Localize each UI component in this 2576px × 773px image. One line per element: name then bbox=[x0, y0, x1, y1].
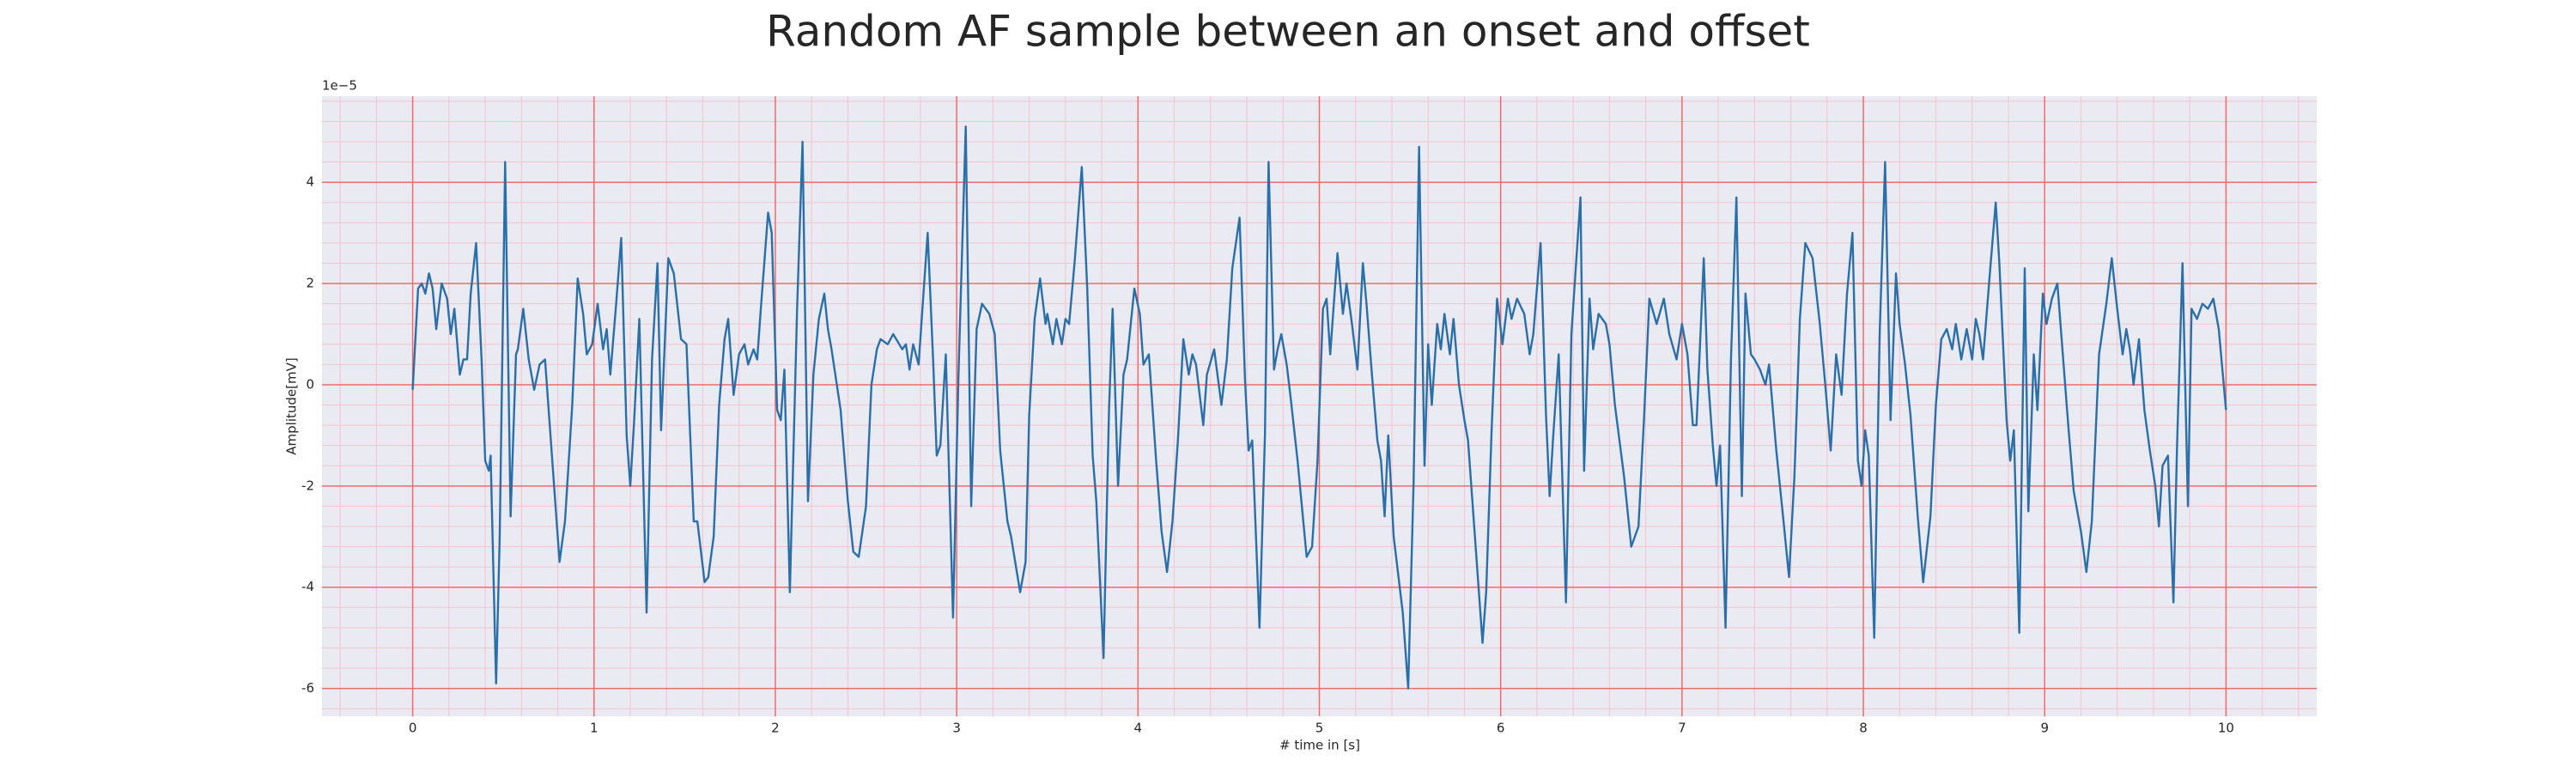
x-tick-label: 7 bbox=[1678, 721, 1686, 736]
x-tick-label: 0 bbox=[409, 721, 417, 736]
y-axis-label: Amplitude[mV] bbox=[284, 357, 300, 454]
x-tick-label: 10 bbox=[2218, 721, 2234, 736]
x-tick-label: 3 bbox=[952, 721, 961, 736]
y-tick-label: 2 bbox=[306, 276, 314, 291]
y-tick-label: -2 bbox=[301, 478, 314, 493]
y-tick-label: -6 bbox=[301, 680, 314, 696]
chart-title: Random AF sample between an onset and of… bbox=[766, 7, 1810, 57]
signal-line bbox=[411, 125, 2227, 690]
x-tick-label: 8 bbox=[1859, 721, 1868, 736]
x-tick-label: 5 bbox=[1315, 721, 1324, 736]
plot-area bbox=[322, 96, 2317, 716]
grid bbox=[322, 96, 2317, 716]
y-tick-label: 0 bbox=[306, 376, 314, 392]
y-offset-label: 1e−5 bbox=[322, 78, 357, 94]
x-tick-label: 9 bbox=[2040, 721, 2049, 736]
x-axis-label: # time in [s] bbox=[1279, 738, 1360, 753]
x-tick-label: 1 bbox=[590, 721, 598, 736]
x-tick-label: 4 bbox=[1134, 721, 1143, 736]
y-tick-label: 4 bbox=[306, 174, 314, 190]
x-tick-label: 6 bbox=[1497, 721, 1505, 736]
x-tick-label: 2 bbox=[771, 721, 780, 736]
y-tick-label: -4 bbox=[301, 579, 314, 594]
